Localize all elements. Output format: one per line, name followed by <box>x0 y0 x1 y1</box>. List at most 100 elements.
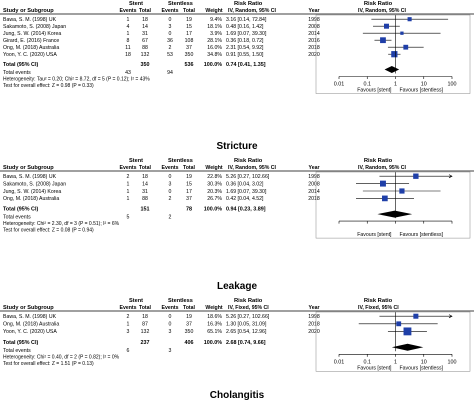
weight-header: Weight <box>205 305 222 311</box>
study-weight: 16.0% <box>207 45 222 51</box>
study-weight: 18.6% <box>207 314 222 320</box>
risk-ratio-plot-header: Risk Ratio <box>364 298 393 304</box>
stentless-events: 0 <box>169 17 172 23</box>
stent-total: 31 <box>142 31 148 37</box>
study-name: Bawa, S. M. (1998) UK <box>3 314 57 320</box>
risk-ratio-header: Risk Ratio <box>234 158 263 164</box>
overall-effect-text: Test for overall effect: Z = 0.08 (P = 0… <box>3 228 94 234</box>
panel-caption: Cholangitis <box>210 390 265 401</box>
x-tick-label: 1 <box>394 82 397 88</box>
x-tick-label: 0.01 <box>334 359 345 365</box>
study-point-square <box>399 188 405 194</box>
weight-header: Weight <box>205 165 222 171</box>
study-point-square <box>403 44 409 50</box>
total-weight: 100.0% <box>204 62 222 68</box>
stentless-group-header: Stentless <box>168 298 193 304</box>
study-ci-text: 2.65 [0.54, 12.96] <box>226 329 267 335</box>
stent-events: 1 <box>127 181 130 187</box>
total-ci-text: 0.74 [0.41, 1.35] <box>226 62 266 68</box>
study-weight: 18.1% <box>207 24 222 30</box>
stent-events: 1 <box>127 322 130 328</box>
study-point-square <box>407 17 412 22</box>
pooled-diamond <box>377 210 413 218</box>
stentless-group-header: Stentless <box>168 1 193 7</box>
stent-total: 67 <box>142 38 148 44</box>
favours-stent-label: Favours [stent] <box>357 88 392 94</box>
total-stentless: 78 <box>186 207 192 213</box>
stentless-events: 0 <box>169 322 172 328</box>
stentless-events: 53 <box>167 52 173 58</box>
study-ci-text: 1.69 [0.07, 39.30] <box>226 189 267 195</box>
stentless-events-header: Events <box>161 165 178 171</box>
year-header: Year <box>309 165 320 171</box>
study-name: Jung, S. W. (2014) Korea <box>3 31 61 37</box>
total-stent: 151 <box>141 207 150 213</box>
panel-caption: Leakage <box>217 281 257 292</box>
study-year: 2016 <box>308 38 320 44</box>
study-point-square <box>400 31 404 35</box>
study-column-header: Study or Subgroup <box>3 305 54 311</box>
stentless-events: 2 <box>169 45 172 51</box>
stentless-events: 3 <box>169 181 172 187</box>
stent-events-header: Events <box>119 8 136 14</box>
total-events-stentless: 2 <box>169 215 172 221</box>
study-year: 1998 <box>308 314 320 320</box>
stent-events-header: Events <box>119 165 136 171</box>
study-ci-text: 3.16 [0.14, 72.84] <box>226 17 267 23</box>
year-header: Year <box>309 8 320 14</box>
plot-method-header: IV, Random, 95% CI <box>358 165 407 171</box>
stentless-total-header: Total <box>183 8 196 14</box>
study-year: 2014 <box>308 31 320 37</box>
study-ci-text: 5.26 [0.27, 102.66] <box>226 174 270 180</box>
total-events-label: Total events <box>3 348 31 354</box>
study-point-square <box>380 37 386 44</box>
study-weight: 22.8% <box>207 174 222 180</box>
study-year: 2020 <box>308 52 320 58</box>
x-tick-label: 10 <box>421 359 427 365</box>
study-ci-text: 0.42 [0.04, 4.52] <box>226 196 264 202</box>
study-year: 2008 <box>308 181 320 187</box>
study-point-square <box>413 313 419 319</box>
favours-stent-label: Favours [stent] <box>357 365 392 371</box>
study-name: Sakamoto, S. (2008) Japan <box>3 181 66 187</box>
stentless-events: 3 <box>169 24 172 30</box>
x-tick-label: 1 <box>394 359 397 365</box>
study-point-square <box>382 195 388 202</box>
method-header: IV, Fixed, 95% CI <box>228 305 269 311</box>
study-year: 1998 <box>308 17 320 23</box>
study-weight: 3.9% <box>210 31 222 37</box>
study-name: Bawa, S. M. (1998) UK <box>3 174 57 180</box>
stent-group-header: Stent <box>129 298 143 304</box>
total-weight: 100.0% <box>204 340 222 346</box>
risk-ratio-plot-header: Risk Ratio <box>364 158 393 164</box>
study-ci-text: 5.26 [0.27, 102.66] <box>226 314 270 320</box>
method-header: IV, Random, 95% CI <box>228 8 277 14</box>
stent-total: 18 <box>142 314 148 320</box>
total-label: Total (95% CI) <box>3 207 38 213</box>
study-weight: 9.4% <box>210 17 222 23</box>
study-name: Yoon, Y. C. (2020) USA <box>3 52 57 58</box>
risk-ratio-plot-header: Risk Ratio <box>364 1 393 7</box>
heterogeneity-text: Heterogeneity: Tau² = 0.20; Chi² = 8.72,… <box>3 77 150 83</box>
stentless-total: 108 <box>185 38 194 44</box>
study-year: 2018 <box>308 45 320 51</box>
stentless-total: 37 <box>186 196 192 202</box>
stentless-events: 0 <box>169 31 172 37</box>
risk-ratio-header: Risk Ratio <box>234 1 263 7</box>
total-events-stent: 5 <box>127 215 130 221</box>
plot-frame <box>315 171 471 239</box>
study-weight: 20.3% <box>207 189 222 195</box>
stentless-total: 37 <box>186 322 192 328</box>
study-year: 1998 <box>308 174 320 180</box>
stentless-events-header: Events <box>161 305 178 311</box>
total-label: Total (95% CI) <box>3 340 38 346</box>
ci-arrow <box>448 314 453 319</box>
favours-stentless-label: Favours [stentless] <box>400 365 444 371</box>
total-events-stent: 6 <box>127 348 130 354</box>
stentless-events: 0 <box>169 189 172 195</box>
study-year: 2008 <box>308 24 320 30</box>
stent-events: 4 <box>127 24 130 30</box>
stent-total: 31 <box>142 189 148 195</box>
study-name: Ong, M. (2018) Australia <box>3 45 59 51</box>
study-ci-text: 0.36 [0.04, 3.02] <box>226 181 264 187</box>
